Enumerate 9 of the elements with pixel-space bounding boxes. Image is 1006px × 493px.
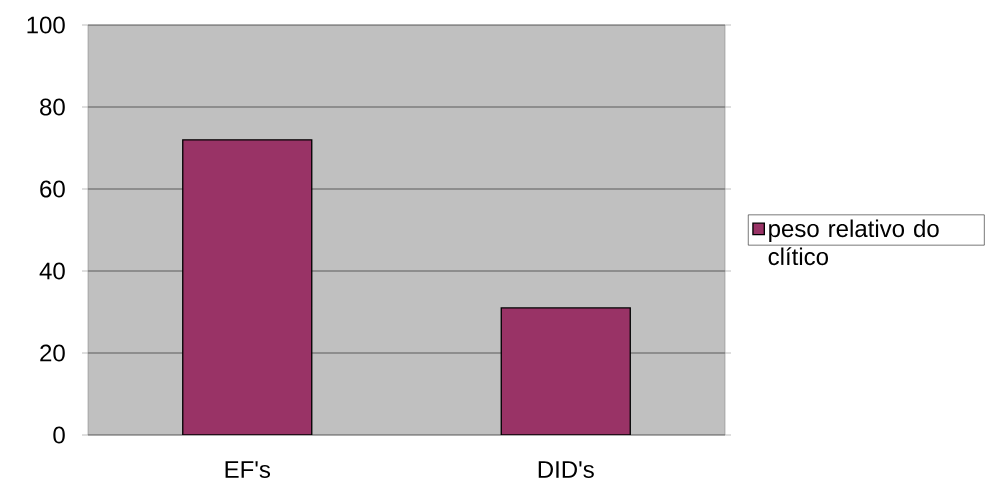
- y-tick-label: 40: [39, 262, 65, 280]
- x-tick-label: DID's: [538, 461, 594, 479]
- y-tick-label: 20: [40, 344, 65, 362]
- x-tick-label: EF's: [225, 461, 271, 479]
- y-tick-label: 80: [40, 98, 65, 116]
- legend-label: peso relativo do clítico: [768, 219, 939, 266]
- y-tick-label: 0: [53, 426, 65, 444]
- y-tick-label: 60: [40, 180, 65, 198]
- y-tick-label: 100: [27, 16, 65, 34]
